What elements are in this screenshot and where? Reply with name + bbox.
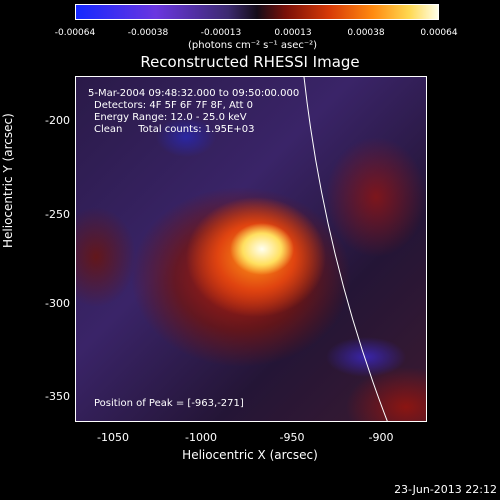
y-axis: -200 -250 -300 -350: [0, 0, 70, 500]
x-tick-label: -1000: [185, 431, 217, 444]
colorbar-tick-label: 0.00064: [420, 28, 458, 38]
y-axis-label-text: Heliocentric Y (arcsec): [1, 113, 15, 248]
peak-position: Position of Peak = [-963,-271]: [94, 398, 244, 409]
x-tick-label: -900: [368, 431, 394, 444]
plot-title: Reconstructed RHESSI Image: [140, 53, 360, 71]
y-tick-label: -350: [45, 390, 70, 403]
info-clean: Clean Total counts: 1.95E+03: [94, 124, 255, 135]
y-tick-label: -250: [45, 208, 70, 221]
colorbar-tick-label: -0.00013: [200, 28, 242, 38]
info-time-range: 5-Mar-2004 09:48:32.000 to 09:50:00.000: [88, 88, 300, 99]
limb-curve: [303, 77, 388, 421]
footer-date: 23-Jun-2013 22:12: [394, 483, 497, 496]
colorbar-tick-label: -0.00064: [54, 28, 96, 38]
info-detectors: Detectors: 4F 5F 6F 7F 8F, Att 0: [94, 100, 254, 111]
x-tick-label: -950: [279, 431, 305, 444]
rhessi-image: 5-Mar-2004 09:48:32.000 to 09:50:00.000 …: [75, 76, 427, 422]
colorbar-tick-label: 0.00013: [274, 28, 312, 38]
colorbar-tick-label: -0.00038: [127, 28, 169, 38]
info-energy: Energy Range: 12.0 - 25.0 keV: [94, 112, 247, 123]
colorbar: [75, 4, 439, 20]
y-tick-label: -200: [45, 114, 70, 127]
x-axis-label: Heliocentric X (arcsec): [182, 448, 318, 462]
colorbar-units: (photons cm⁻² s⁻¹ asec⁻²): [188, 40, 318, 51]
y-axis-label: Heliocentric Y (arcsec): [1, 113, 15, 316]
colorbar-tick-label: 0.00038: [347, 28, 385, 38]
y-tick-label: -300: [45, 297, 70, 310]
x-tick-label: -1050: [97, 431, 129, 444]
